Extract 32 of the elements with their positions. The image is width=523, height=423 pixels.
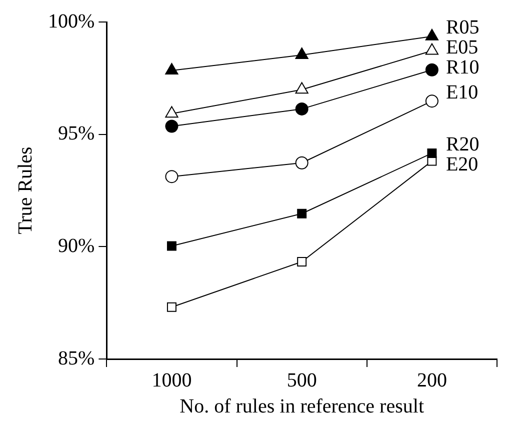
point <box>165 63 178 75</box>
point <box>165 106 178 118</box>
y-tick-label: 95% <box>58 122 95 145</box>
point <box>295 82 308 94</box>
point <box>427 148 437 158</box>
y-tick-label: 85% <box>58 347 95 370</box>
series-label: R10 <box>446 56 480 79</box>
point <box>295 48 308 60</box>
series-label: E20 <box>446 153 478 176</box>
x-tick-label: 500 <box>286 369 317 392</box>
point <box>295 102 308 116</box>
series-label: E10 <box>446 81 478 104</box>
point <box>295 156 308 170</box>
point <box>297 208 307 218</box>
y-tick-label: 100% <box>48 10 95 32</box>
point <box>297 256 307 266</box>
point <box>166 241 176 251</box>
series-label: R20 <box>446 133 480 156</box>
y-tick-label: 90% <box>58 234 95 257</box>
series-label: R05 <box>446 16 480 39</box>
point <box>165 120 178 133</box>
point <box>425 94 438 108</box>
point <box>425 28 439 40</box>
series-label: E05 <box>446 36 478 59</box>
point <box>425 43 439 55</box>
x-tick-label: 200 <box>416 369 447 392</box>
x-tick-label: 1000 <box>152 369 192 392</box>
y-axis-title: True Rules <box>14 146 36 234</box>
point <box>425 63 438 76</box>
x-axis-title: No. of rules in reference result <box>180 395 424 418</box>
point <box>166 302 176 312</box>
point <box>165 170 178 184</box>
